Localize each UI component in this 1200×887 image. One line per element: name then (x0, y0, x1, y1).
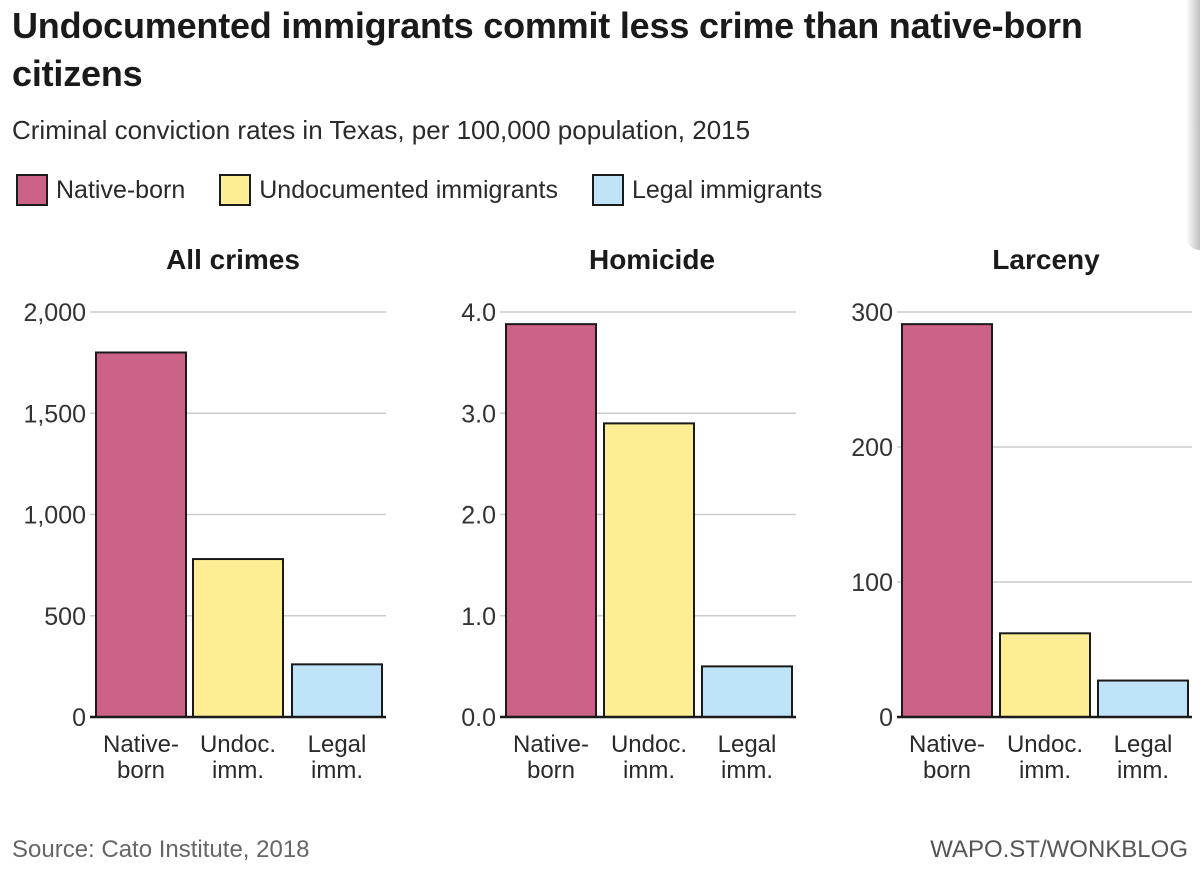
y-tick-label-all-crimes: 1,500 (23, 400, 86, 428)
x-tick-label-larceny: Undoc. imm. (1007, 731, 1083, 784)
y-tick-label-homicide: 1.0 (461, 603, 496, 631)
y-tick-label-larceny: 0 (879, 704, 893, 732)
legend-item-legal: Legal immigrants (591, 174, 823, 206)
legend: Native-born Undocumented immigrants Lega… (16, 171, 856, 209)
legend-label-undocumented: Undocumented immigrants (259, 175, 558, 204)
legend-item-native-born: Native-born (16, 174, 185, 206)
bar-all-crimes-legal (291, 663, 383, 718)
legend-item-undocumented: Undocumented immigrants (219, 174, 558, 206)
legend-swatch-undocumented (219, 174, 252, 206)
panel-title-larceny: Larceny (992, 244, 1100, 275)
legend-swatch-native-born (16, 174, 48, 206)
x-tick-label-larceny: Native-born (909, 731, 985, 784)
bar-all-crimes-undocumented (192, 558, 284, 718)
chart-larceny: Larceny 0 100 200 300 Native-born Undoc. imm. Le… (851, 244, 1192, 784)
y-tick-label-larceny: 100 (851, 569, 893, 597)
bar-larceny-native-born (901, 323, 993, 718)
panel-title-homicide: Homicide (589, 244, 715, 275)
bar-homicide-legal (701, 665, 793, 718)
y-tick-label-all-crimes: 0 (72, 704, 86, 732)
legend-label-legal: Legal immigrants (631, 175, 823, 204)
y-tick-label-larceny: 300 (851, 299, 893, 327)
source-note: Source: Cato Institute, 2018 (12, 836, 310, 863)
bar-all-crimes-native-born (95, 351, 187, 718)
chart-homicide: Homicide 0.0 1.0 2.0 3.0 4.0 Native-born Undoc.… (461, 244, 796, 784)
bar-homicide-native-born (505, 323, 597, 718)
x-tick-label-homicide: Undoc. imm. (611, 731, 687, 784)
y-tick-label-all-crimes: 500 (44, 603, 86, 631)
bar-larceny-undocumented (999, 632, 1091, 718)
bar-larceny-legal (1097, 679, 1189, 718)
y-tick-label-homicide: 2.0 (461, 502, 496, 530)
y-tick-label-larceny: 200 (851, 434, 893, 462)
x-tick-label-larceny: Legal imm. (1114, 731, 1173, 784)
chart-subtitle: Criminal conviction rates in Texas, per … (12, 115, 751, 145)
x-tick-label-all-crimes: Legal imm. (308, 731, 367, 784)
credit-note: WAPO.ST/WONKBLOG (930, 836, 1188, 863)
chart-title: Undocumented immigrants commit less crim… (12, 5, 1083, 94)
x-tick-label-homicide: Legal imm. (718, 731, 777, 784)
y-tick-label-all-crimes: 1,000 (23, 502, 86, 530)
panel-title-all-crimes: All crimes (166, 244, 300, 275)
x-tick-label-homicide: Native-born (513, 731, 589, 784)
x-tick-label-all-crimes: Undoc. imm. (200, 731, 276, 784)
y-tick-label-homicide: 0.0 (461, 704, 496, 732)
legend-label-native-born: Native-born (56, 175, 186, 204)
y-tick-label-all-crimes: 2,000 (23, 299, 86, 327)
legend-swatch-legal (591, 174, 624, 206)
y-tick-label-homicide: 4.0 (461, 299, 496, 327)
edge-shadow (1186, 0, 1200, 250)
bar-homicide-undocumented (603, 422, 695, 718)
x-tick-label-all-crimes: Native-born (103, 731, 179, 784)
y-tick-label-homicide: 3.0 (461, 400, 496, 428)
chart-all-crimes: All crimes 0 500 1,000 1,500 2,000 Native-born… (23, 244, 386, 784)
